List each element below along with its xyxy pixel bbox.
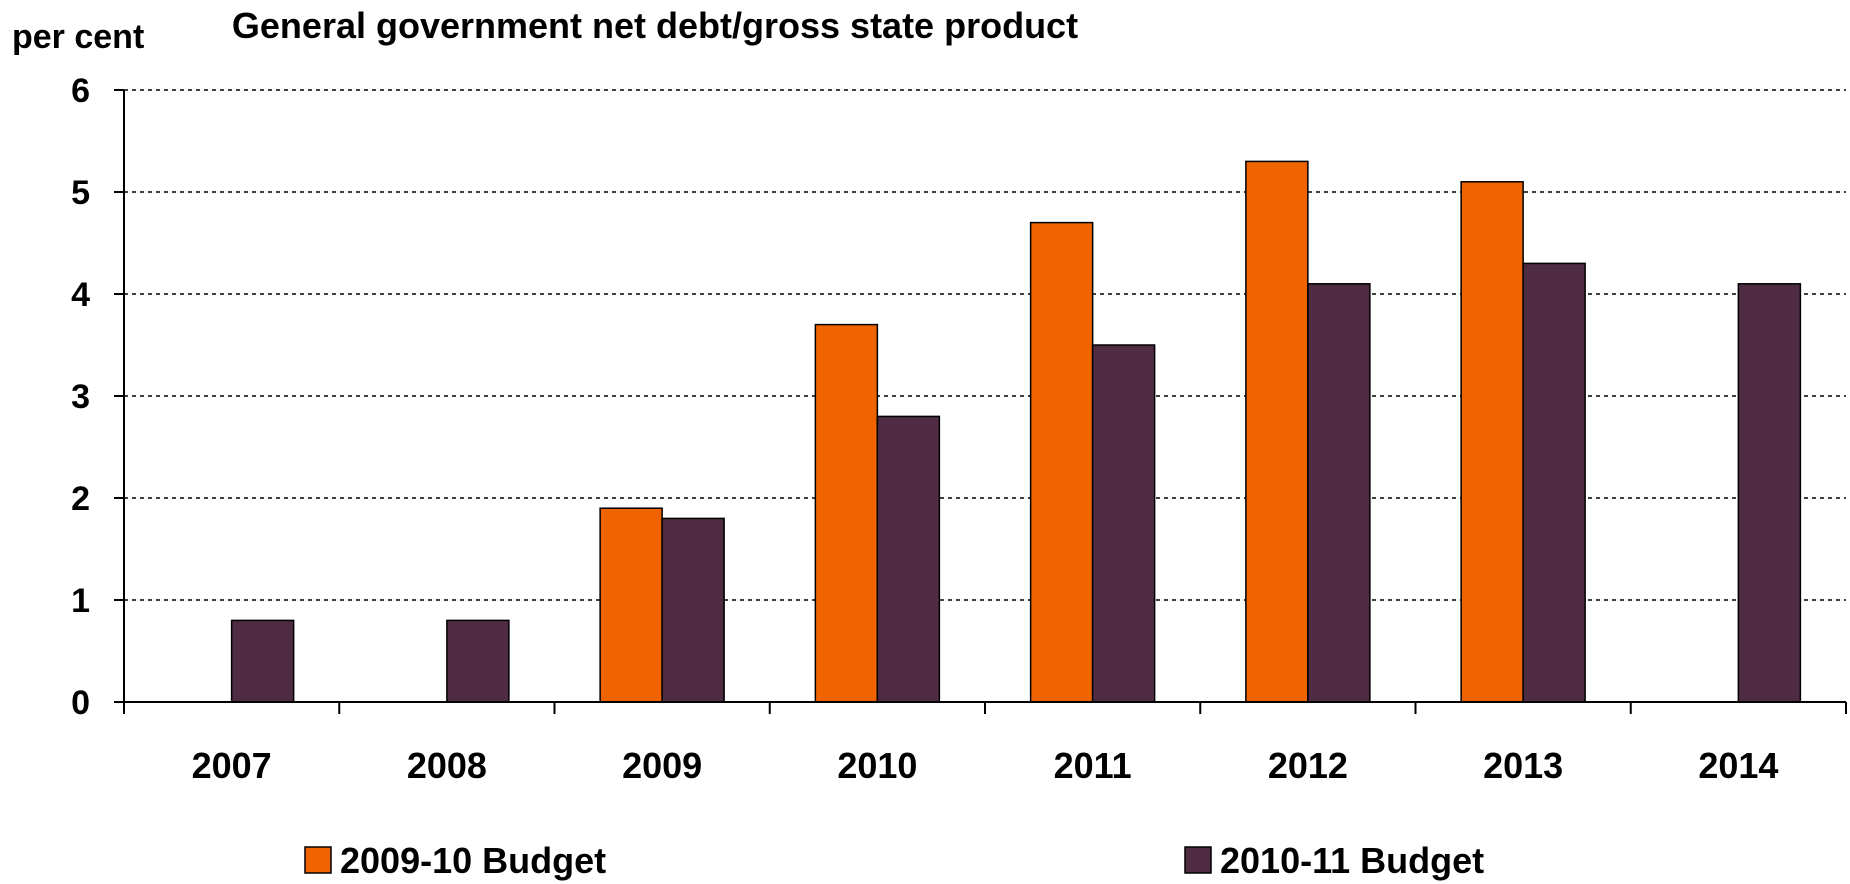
bar-2009-10-budget-2011	[1029, 221, 1094, 703]
x-tick-label: 2009	[622, 745, 702, 786]
y-tick-label: 6	[71, 72, 90, 110]
legend-label: 2010-11 Budget	[1220, 840, 1484, 881]
bar-2010-11-budget-2014	[1737, 283, 1802, 703]
y-tick-label: 1	[71, 582, 90, 620]
bars	[230, 160, 1802, 703]
bar-2010-11-budget-2013	[1522, 262, 1586, 703]
legend-label: 2009-10 Budget	[340, 840, 606, 881]
bar-2009-10-budget-2009	[599, 507, 663, 703]
bar-2010-11-budget-2010	[876, 415, 941, 703]
bar-2009-10-budget-2013	[1460, 181, 1524, 703]
bar-2009-10-budget-2010	[814, 323, 879, 703]
chart-title: General government net debt/gross state …	[232, 5, 1078, 46]
x-tick-label: 2012	[1268, 745, 1348, 786]
x-tick-label: 2011	[1054, 745, 1132, 786]
bar-2010-11-budget-2012	[1307, 283, 1371, 703]
x-tick-label: 2007	[192, 745, 272, 786]
legend-swatch	[304, 846, 332, 874]
y-tick-label: 4	[71, 276, 90, 314]
bar-2010-11-budget-2008	[446, 619, 510, 703]
y-axis-label: per cent	[12, 18, 144, 56]
bar-2009-10-budget-2012	[1245, 160, 1309, 703]
axes	[114, 89, 1847, 714]
bar-2010-11-budget-2011	[1091, 344, 1156, 703]
y-tick-label: 0	[71, 684, 90, 722]
gridlines	[124, 89, 1846, 601]
y-tick-label: 2	[71, 480, 90, 518]
x-tick-label: 2014	[1698, 745, 1778, 786]
x-tick-label: 2013	[1483, 745, 1563, 786]
y-tick-label: 3	[71, 378, 90, 416]
legend: 2009-10 Budget 2010-11 Budget	[304, 840, 1484, 881]
bar-2010-11-budget-2009	[661, 517, 725, 703]
y-tick-label: 5	[71, 174, 90, 212]
x-tick-label: 2008	[407, 745, 487, 786]
x-tick-labels: 2007 2008 2009 2010 2011 2012 2013 2014	[192, 745, 1779, 786]
x-tick-label: 2010	[837, 745, 917, 786]
bar-2010-11-budget-2007	[230, 619, 295, 703]
legend-swatch	[1184, 846, 1212, 874]
y-tick-labels: 0 1 2 3 4 5 6	[71, 72, 90, 722]
